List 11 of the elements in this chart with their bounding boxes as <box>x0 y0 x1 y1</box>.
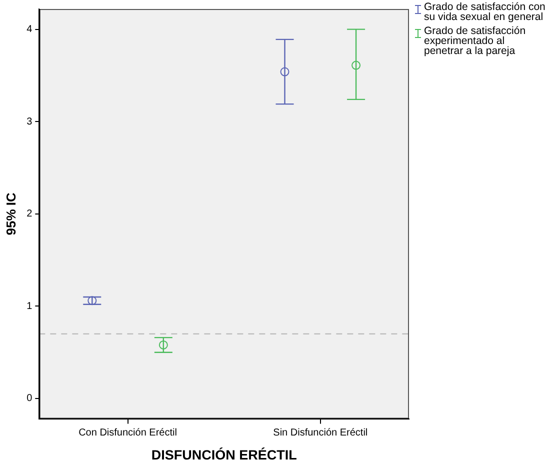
y-axis-title: 95% IC <box>3 192 18 236</box>
x-axis-title: DISFUNCIÓN ERÉCTIL <box>151 448 297 463</box>
x-tick-label: Sin Disfunción Eréctil <box>273 428 368 439</box>
x-tick-label: Con Disfunción Eréctil <box>78 428 177 439</box>
y-tick-label: 3 <box>26 116 33 128</box>
y-tick-label: 2 <box>26 208 33 220</box>
legend-label: Grado de satisfacción experimentado al penetrar a la pareja <box>424 25 527 57</box>
legend-label: Grado de satisfacción con su vida sexual en general <box>424 1 546 23</box>
y-tick-label: 1 <box>26 300 33 312</box>
y-tick-label: 4 <box>26 24 33 36</box>
y-tick-label: 0 <box>26 393 33 404</box>
